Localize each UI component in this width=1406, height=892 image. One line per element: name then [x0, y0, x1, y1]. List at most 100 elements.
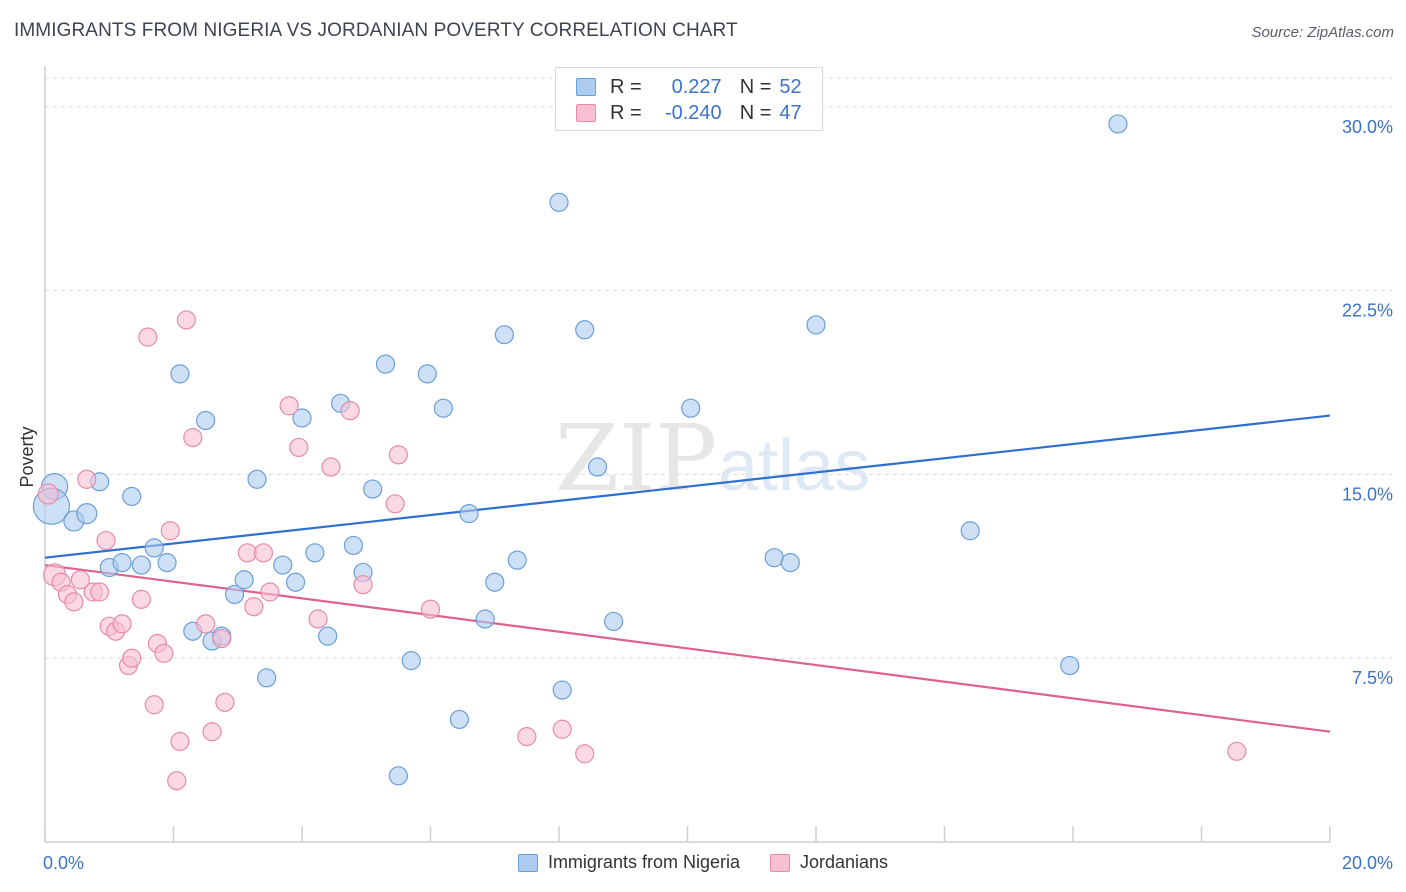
data-point-jordanians: [237, 543, 257, 563]
y-tick-label: 15.0%: [1342, 484, 1393, 504]
data-point-nigeria: [131, 555, 151, 575]
data-point-nigeria: [234, 570, 254, 590]
trend-line-nigeria: [44, 414, 1331, 559]
data-point-nigeria: [285, 572, 306, 592]
data-point-jordanians: [340, 401, 360, 421]
data-point-jordanians: [160, 521, 180, 541]
data-point-jordanians: [170, 731, 190, 752]
legend-row-nigeria: R = 0.227 N = 52: [576, 75, 802, 99]
series-legend: Immigrants from Nigeria Jordanians: [0, 852, 1406, 873]
data-point-nigeria: [475, 609, 495, 629]
data-point-nigeria: [170, 364, 190, 384]
data-point-nigeria: [257, 668, 277, 688]
trend-line-jordanians: [44, 563, 1331, 733]
data-point-nigeria: [196, 410, 216, 431]
data-point-jordanians: [122, 648, 142, 668]
data-point-jordanians: [1227, 741, 1247, 761]
data-point-jordanians: [260, 582, 280, 602]
data-point-nigeria: [375, 354, 396, 374]
legend-n-value: 47: [779, 101, 802, 124]
data-point-jordanians: [215, 692, 235, 712]
data-point-nigeria: [764, 548, 784, 568]
data-point-nigeria: [960, 521, 980, 541]
data-point-jordanians: [167, 771, 187, 791]
data-point-nigeria: [157, 553, 177, 573]
data-point-jordanians: [176, 310, 196, 330]
data-point-nigeria: [417, 364, 437, 384]
data-point-jordanians: [321, 457, 341, 477]
stats-legend: R = 0.227 N = 52 R = -0.240 N = 47: [555, 67, 823, 131]
data-point-nigeria: [273, 555, 293, 575]
y-tick-label: 30.0%: [1342, 117, 1393, 137]
data-point-jordanians: [353, 575, 373, 595]
legend-r-value: -0.240: [664, 101, 722, 124]
data-point-jordanians: [196, 614, 216, 634]
data-point-jordanians: [212, 628, 232, 649]
data-point-nigeria: [363, 479, 383, 499]
data-point-jordanians: [70, 570, 90, 590]
data-point-nigeria: [343, 535, 363, 556]
data-point-jordanians: [289, 437, 309, 458]
data-point-jordanians: [90, 582, 110, 602]
data-point-nigeria: [587, 457, 608, 477]
data-point-nigeria: [549, 192, 569, 212]
legend-swatch-nigeria: [576, 78, 596, 96]
data-point-nigeria: [112, 553, 132, 573]
data-point-nigeria: [494, 325, 514, 345]
data-point-nigeria: [122, 486, 142, 507]
data-point-jordanians: [517, 727, 537, 747]
legend-swatch-jordanians: [576, 104, 596, 122]
data-point-nigeria: [318, 626, 338, 646]
y-tick-label: 7.5%: [1352, 668, 1393, 688]
legend-item-jordanians[interactable]: Jordanians: [769, 852, 889, 873]
data-point-nigeria: [247, 469, 267, 489]
data-point-jordanians: [279, 396, 299, 416]
data-point-nigeria: [224, 584, 245, 605]
y-axis-label: Poverty: [17, 426, 37, 487]
data-point-jordanians: [244, 597, 264, 617]
legend-item-nigeria[interactable]: Immigrants from Nigeria: [517, 852, 740, 873]
data-point-jordanians: [385, 494, 405, 514]
source-credit: Source: ZipAtlas.com: [1251, 24, 1394, 41]
data-point-nigeria: [388, 766, 408, 786]
legend-label-jordanians: Jordanians: [799, 852, 889, 872]
watermark-zip: ZIP: [555, 405, 717, 512]
data-point-nigeria: [459, 503, 479, 524]
legend-swatch-nigeria: [517, 853, 538, 872]
data-point-nigeria: [144, 538, 164, 558]
data-point-nigeria: [433, 398, 453, 418]
data-point-jordanians: [183, 428, 203, 448]
data-point-nigeria: [507, 550, 527, 570]
legend-label-nigeria: Immigrants from Nigeria: [547, 852, 740, 872]
data-point-nigeria: [1108, 114, 1128, 134]
legend-r-label: R =: [610, 75, 642, 98]
data-point-jordanians: [96, 530, 116, 551]
data-point-nigeria: [292, 408, 312, 428]
data-point-jordanians: [64, 592, 84, 612]
y-tick-label: 22.5%: [1342, 301, 1393, 321]
x-tick-label: 0.0%: [43, 853, 84, 873]
data-point-nigeria: [305, 543, 325, 563]
legend-n-label: N =: [739, 101, 772, 124]
data-point-nigeria: [681, 398, 701, 418]
data-point-jordanians: [388, 445, 408, 465]
data-point-nigeria: [1060, 655, 1080, 676]
legend-r-label: R =: [610, 101, 642, 124]
data-point-jordanians: [144, 695, 164, 715]
data-point-jordanians: [253, 543, 274, 563]
chart-title: IMMIGRANTS FROM NIGERIA VS JORDANIAN POV…: [14, 20, 738, 41]
data-point-nigeria: [449, 709, 470, 730]
legend-row-jordanians: R = -0.240 N = 47: [576, 101, 802, 125]
data-point-nigeria: [485, 572, 505, 592]
data-point-nigeria: [401, 651, 421, 671]
data-point-nigeria: [76, 502, 98, 525]
data-point-nigeria: [780, 553, 800, 573]
data-point-jordanians: [420, 599, 441, 619]
data-point-nigeria: [604, 611, 624, 632]
x-tick-label: 20.0%: [1342, 853, 1393, 873]
legend-n-label: N =: [739, 75, 772, 98]
data-point-jordanians: [77, 469, 97, 489]
data-point-jordanians: [131, 589, 151, 609]
data-point-nigeria: [552, 680, 572, 700]
